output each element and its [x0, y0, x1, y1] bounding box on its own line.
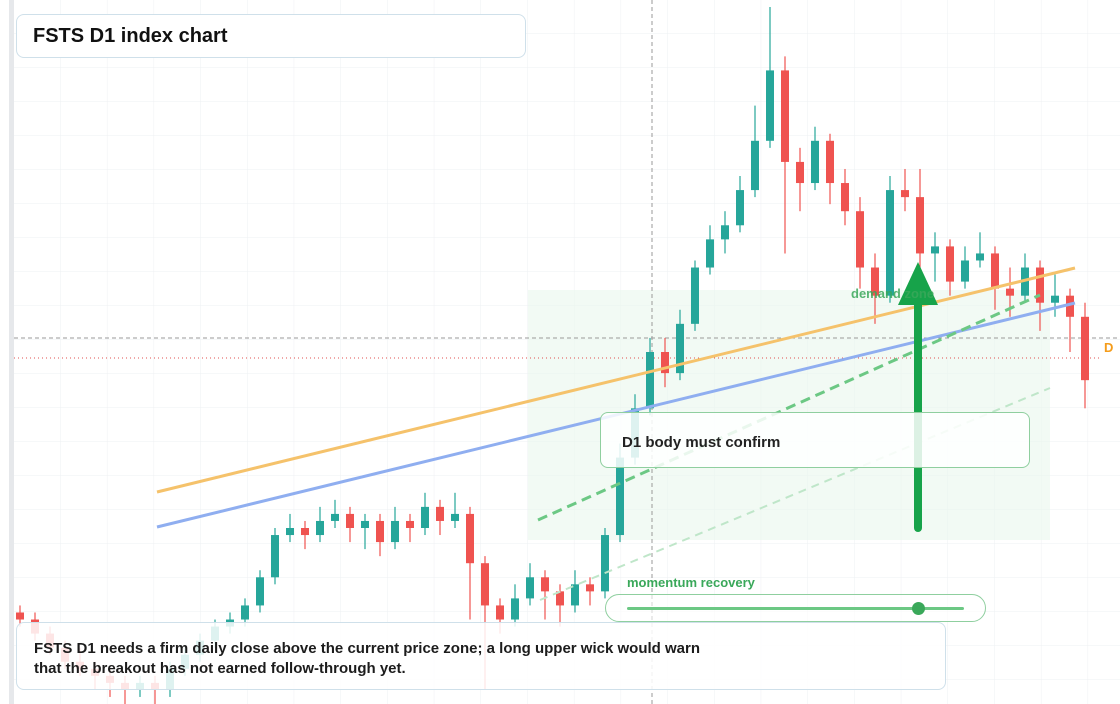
candle-body — [856, 211, 864, 268]
candle-body — [976, 253, 984, 261]
candle-body — [961, 260, 969, 282]
candle-body — [916, 197, 924, 254]
candle-body — [526, 577, 534, 599]
candle-body — [391, 520, 399, 543]
candle-body — [841, 183, 849, 212]
candle-body — [601, 535, 609, 592]
candle-body — [751, 140, 759, 191]
candle-body — [796, 161, 804, 184]
candle-body — [331, 513, 339, 521]
candle-body — [826, 140, 834, 184]
candle-body — [706, 239, 714, 268]
candle-body — [556, 591, 564, 606]
candle-body — [886, 190, 894, 296]
candle-body — [541, 577, 549, 592]
candle-body — [1066, 295, 1074, 317]
candle-body — [1081, 316, 1089, 381]
slider-knob[interactable] — [912, 602, 925, 615]
candle-body — [736, 190, 744, 226]
candle-body — [361, 520, 369, 528]
arrow-head — [898, 262, 938, 305]
candle-body — [301, 528, 309, 536]
slider[interactable] — [605, 594, 986, 622]
candle-body — [571, 584, 579, 606]
note: FSTS D1 needs a firm daily close above t… — [16, 622, 946, 690]
candle-body — [646, 352, 654, 409]
candle-body — [1036, 267, 1044, 303]
candle-body — [451, 513, 459, 521]
candle-body — [661, 352, 669, 374]
note-text: FSTS D1 needs a firm daily close above t… — [34, 640, 700, 677]
title: FSTS D1 index chart — [16, 14, 526, 58]
candle-body — [16, 612, 24, 620]
candle-body — [511, 598, 519, 620]
candle-body — [466, 513, 474, 564]
candle-body — [241, 605, 249, 620]
candle-body — [871, 267, 879, 296]
candle-body — [691, 267, 699, 324]
candle-body — [901, 190, 909, 198]
candle-body — [931, 246, 939, 254]
candle-body — [991, 253, 999, 289]
candle-body — [271, 535, 279, 578]
candle-body — [721, 225, 729, 240]
candle-body — [811, 140, 819, 184]
left-edge — [9, 0, 14, 704]
candle-body — [616, 457, 624, 536]
candle-body — [586, 584, 594, 592]
candle-body — [1051, 295, 1059, 303]
zone-label: demand zone — [851, 286, 934, 301]
candle-body — [406, 520, 414, 528]
candle-body — [781, 70, 789, 162]
candle-body — [766, 70, 774, 141]
callout: D1 body must confirm — [600, 412, 1030, 468]
candle-body — [946, 246, 954, 282]
slider-label: momentum recovery — [627, 575, 755, 590]
candle-body — [1006, 288, 1014, 296]
candle-body — [346, 513, 354, 528]
candle-body — [676, 323, 684, 374]
candle-body — [316, 520, 324, 536]
candle-body — [286, 528, 294, 536]
candle-body — [436, 506, 444, 521]
channel-line — [537, 293, 1041, 522]
slider-track — [627, 607, 964, 610]
candle-body — [421, 506, 429, 528]
candle-body — [256, 577, 264, 606]
candle-body — [481, 563, 489, 606]
candle-body — [496, 605, 504, 620]
candle-body — [376, 520, 384, 543]
price-tag: D — [1104, 340, 1113, 355]
